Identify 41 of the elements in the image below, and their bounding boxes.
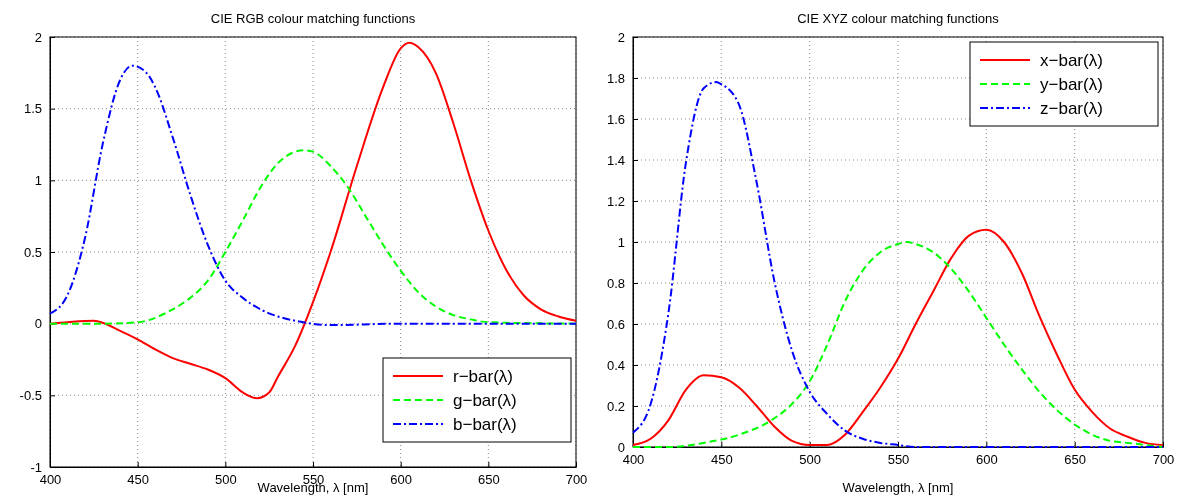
y-tick-label: -0.5 — [19, 387, 42, 403]
x-tick-label: 400 — [622, 452, 645, 468]
y-tick-label: 0.6 — [606, 316, 625, 332]
x-tick-label: 500 — [214, 472, 237, 488]
y-tick-label: 0.2 — [606, 398, 625, 414]
x-axis-title: Wavelength, λ [nm] — [842, 480, 954, 495]
legend-label: x−bar(λ) — [1040, 51, 1103, 70]
x-tick-label: 500 — [799, 452, 822, 468]
y-tick-label: 1.5 — [23, 101, 42, 117]
x-tick-label: 450 — [127, 472, 150, 488]
line-series — [49, 64, 577, 327]
y-tick-label: 1.8 — [606, 70, 625, 86]
x-tick-label: 400 — [39, 472, 62, 488]
x-tick-label: 550 — [887, 452, 910, 468]
x-tick-label: 700 — [565, 472, 588, 488]
y-tick-label: 1.4 — [606, 152, 625, 168]
y-tick-label: 0.4 — [606, 357, 625, 373]
y-tick-label: 0 — [34, 316, 42, 332]
chart-title: CIE XYZ colour matching functions — [797, 11, 1000, 26]
y-tick-label: -1 — [30, 459, 42, 475]
y-tick-label: 1 — [34, 172, 42, 188]
y-tick-label: 1.6 — [606, 111, 625, 127]
legend-label: z−bar(λ) — [1040, 99, 1103, 118]
legend-label: g−bar(λ) — [453, 391, 517, 410]
x-tick-label: 600 — [975, 452, 998, 468]
x-tick-label: 650 — [1064, 452, 1087, 468]
legend-label: b−bar(λ) — [453, 415, 517, 434]
y-tick-label: 0 — [617, 439, 625, 455]
x-tick-label: 700 — [1152, 452, 1175, 468]
x-tick-label: 450 — [710, 452, 733, 468]
legend-label: r−bar(λ) — [453, 367, 513, 386]
y-tick-label: 0.8 — [606, 275, 625, 291]
x-tick-label: 600 — [390, 472, 413, 488]
x-tick-label: 650 — [477, 472, 500, 488]
y-tick-label: 1.2 — [606, 193, 625, 209]
chart-title: CIE RGB colour matching functions — [210, 11, 416, 26]
legend-label: y−bar(λ) — [1040, 75, 1103, 94]
y-tick-label: 2 — [34, 29, 42, 45]
y-tick-label: 2 — [617, 29, 625, 45]
y-tick-label: 1 — [617, 234, 625, 250]
y-tick-label: 0.5 — [23, 244, 42, 260]
